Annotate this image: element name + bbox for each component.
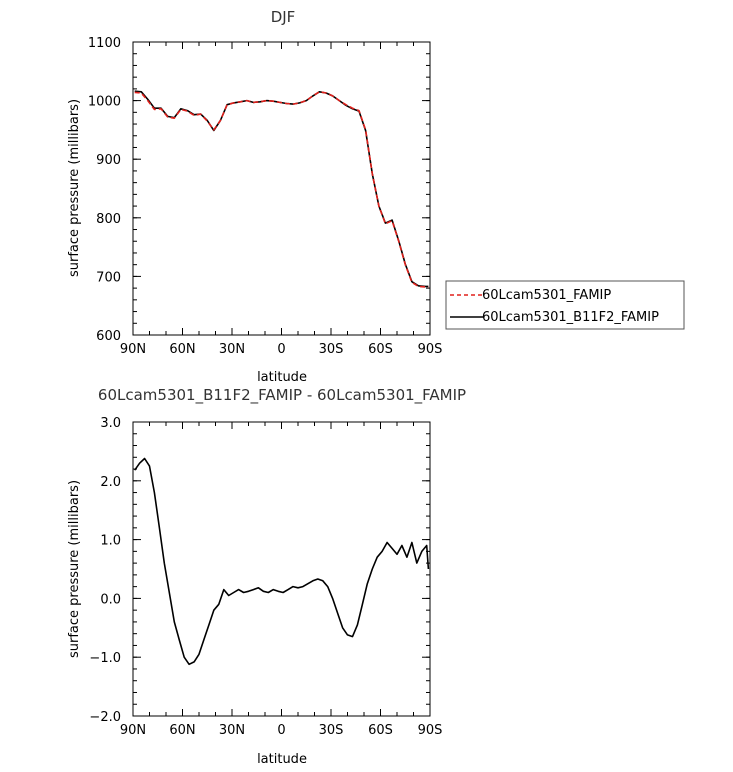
legend-label-b11f2: 60Lcam5301_B11F2_FAMIP — [482, 310, 659, 325]
bottom-panel-x-tick-label: 60N — [169, 723, 195, 738]
bottom-panel-x-tick-label: 90S — [418, 723, 443, 738]
legend: 60Lcam5301_FAMIP 60Lcam5301_B11F2_FAMIP — [445, 280, 685, 330]
bottom-panel-y-tick-label: 1.0 — [100, 534, 121, 549]
bottom-panel-x-tick-label: 60S — [368, 723, 393, 738]
bottom-panel-x-tick-label: 0 — [277, 723, 285, 738]
top-panel-x-tick-label: 30N — [219, 342, 245, 357]
top-panel-y-tick-label: 1000 — [88, 95, 121, 110]
top-panel-plot: DJF latitude surface pressure (millibars… — [67, 8, 442, 385]
bottom-panel-x-ticks: 90N 60N 30N 0 30S 60S 90S — [120, 422, 443, 738]
bottom-panel-frame — [132, 421, 431, 717]
bottom-panel-y-tick-label: −2.0 — [89, 710, 121, 725]
bottom-panel-y-tick-label: 0.0 — [100, 592, 121, 607]
top-panel-y-tick-label: 600 — [96, 329, 121, 344]
bottom-panel-y-tick-label: 2.0 — [100, 475, 121, 490]
top-panel-series — [134, 90, 429, 288]
bottom-panel-title: 60Lcam5301_B11F2_FAMIP - 60Lcam5301_FAMI… — [98, 386, 466, 405]
bottom-panel-y-axis-label: surface pressure (millibars) — [67, 480, 82, 658]
top-panel-x-tick-label: 90S — [418, 342, 443, 357]
top-panel-frame — [132, 41, 431, 336]
top-panel-x-tick-label: 90N — [120, 342, 146, 357]
top-panel-title: DJF — [271, 8, 296, 26]
legend-box — [445, 280, 685, 330]
bottom-panel-x-tick-label: 30S — [319, 723, 344, 738]
top-panel-x-axis-label: latitude — [257, 370, 307, 385]
top-panel-y-ticks: 600 700 800 900 1000 1100 — [88, 36, 430, 344]
top-panel-y-tick-label: 1100 — [88, 36, 121, 51]
legend-label-famip: 60Lcam5301_FAMIP — [482, 288, 611, 303]
top-panel-x-tick-label: 30S — [319, 342, 344, 357]
bottom-panel-x-axis-label: latitude — [257, 752, 307, 767]
top-panel-x-ticks: 90N 60N 30N 0 30S 60S 90S — [120, 42, 443, 357]
top-panel-series-line-2 — [134, 90, 429, 288]
top-panel-x-tick-label: 0 — [277, 342, 285, 357]
bottom-panel-y-tick-label: 3.0 — [100, 416, 121, 431]
top-panel-y-axis-label: surface pressure (millibars) — [67, 99, 82, 277]
bottom-panel-y-tick-label: −1.0 — [89, 651, 121, 666]
bottom-panel-x-tick-label: 90N — [120, 723, 146, 738]
top-panel-y-tick-label: 900 — [96, 153, 121, 168]
bottom-panel-plot: 60Lcam5301_B11F2_FAMIP - 60Lcam5301_FAMI… — [67, 386, 466, 767]
top-panel-x-tick-label: 60S — [368, 342, 393, 357]
top-panel-y-tick-label: 800 — [96, 212, 121, 227]
top-panel-y-tick-label: 700 — [96, 270, 121, 285]
bottom-panel-series — [134, 457, 430, 666]
top-panel-series-line-1 — [134, 91, 429, 288]
bottom-panel-series-line-1 — [134, 457, 430, 666]
top-panel-x-tick-label: 60N — [169, 342, 195, 357]
bottom-panel-x-tick-label: 30N — [219, 723, 245, 738]
bottom-panel-y-ticks: −2.0 −1.0 0.0 1.0 2.0 3.0 — [89, 416, 430, 725]
